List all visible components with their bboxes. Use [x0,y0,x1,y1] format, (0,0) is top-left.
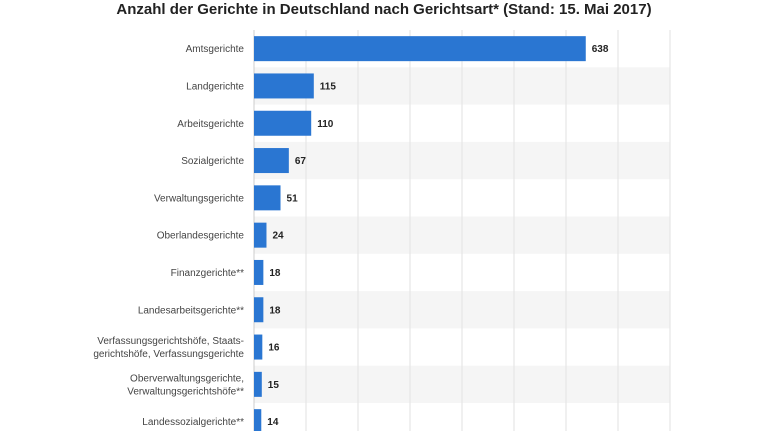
category-labels: Amtsgerichte Landgerichte Arbeitsgerichte S… [93,44,244,428]
data-label: 18 [269,305,281,316]
data-label: 115 [320,81,337,92]
category-label: Landessozialgerichte** [142,417,244,428]
bar[interactable] [254,110,312,136]
bar[interactable] [254,409,262,431]
bar[interactable] [254,371,262,397]
category-label: Amtsgerichte [186,44,245,55]
category-label: Arbeitsgerichte [177,119,244,130]
data-label: 67 [295,156,307,167]
category-label: Oberlandesgerichte [157,231,245,242]
bar[interactable] [254,222,267,248]
data-label: 24 [272,231,284,242]
bar[interactable] [254,148,289,174]
bar[interactable] [254,73,314,99]
bars [254,36,586,431]
category-label: Landgerichte [186,81,244,92]
bar[interactable] [254,297,264,323]
category-label: Sozialgerichte [181,156,244,167]
bar[interactable] [254,36,586,62]
category-label: Finanzgerichte** [171,268,244,279]
chart-title: Anzahl der Gerichte in Deutschland nach … [116,1,652,18]
data-label: 16 [268,343,280,354]
category-label: Oberverwaltungsgerichte, Verwaltungsgeric… [127,373,244,397]
bar[interactable] [254,185,281,211]
bar[interactable] [254,259,264,285]
data-label: 18 [269,268,281,279]
category-label: Verfassungsgerichtshöfe, Staats-gerichts… [93,336,244,360]
category-label: Verwaltungsgerichte [154,193,244,204]
category-label: Landesarbeitsgerichte** [138,305,244,316]
data-label: 638 [592,44,609,55]
data-label: 51 [287,193,299,204]
data-label: 14 [267,417,279,428]
data-label: 15 [268,380,280,391]
value-labels: 638 115 110 67 51 24 18 18 16 15 14 [267,44,609,428]
data-label: 110 [317,119,334,130]
bar[interactable] [254,334,263,360]
